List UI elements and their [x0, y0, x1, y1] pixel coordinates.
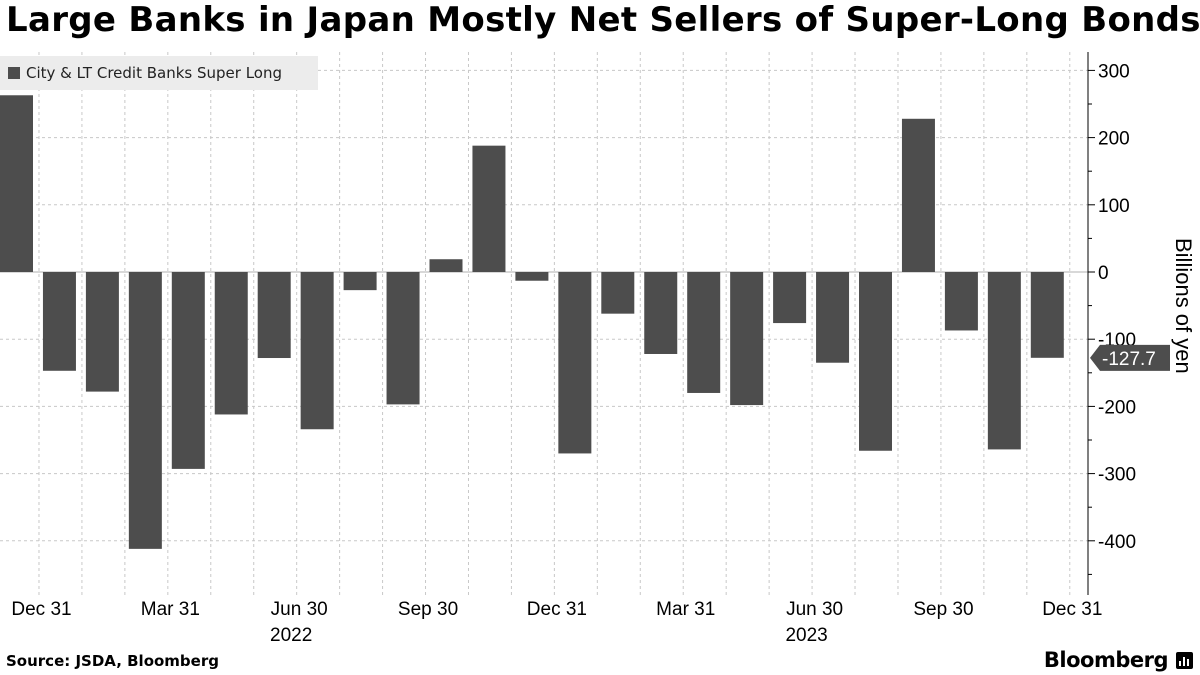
y-tick-label: 100	[1098, 196, 1130, 217]
x-tick-label: Jun 30	[271, 599, 328, 620]
x-tick-label: Dec 31	[11, 599, 71, 620]
bar	[816, 272, 850, 363]
bar	[1030, 272, 1064, 358]
y-tick-label: 0	[1098, 263, 1109, 284]
legend: City & LT Credit Banks Super Long	[0, 56, 318, 90]
y-tick-label: -400	[1098, 532, 1136, 553]
bloomberg-chart-icon	[1176, 652, 1193, 669]
x-tick-label: Mar 31	[141, 599, 200, 620]
x-tick-label: Mar 31	[656, 599, 715, 620]
y-tick-label: 200	[1098, 129, 1130, 150]
x-tick-label: Dec 31	[1042, 599, 1102, 620]
bars	[0, 95, 1064, 549]
bar	[386, 272, 420, 405]
bar	[687, 272, 721, 393]
bar	[300, 272, 334, 430]
bar	[644, 272, 678, 354]
y-axis-title: Billions of yen	[1171, 238, 1196, 374]
chart-title: Large Banks in Japan Mostly Net Sellers …	[6, 0, 1200, 40]
bar	[773, 272, 807, 324]
x-tick-label: Sep 30	[398, 599, 458, 620]
bar	[558, 272, 592, 454]
y-tick-label: 300	[1098, 61, 1130, 82]
bar	[171, 272, 205, 469]
last-value-label: -127.7	[1102, 349, 1156, 370]
x-tick-label: Dec 31	[527, 599, 587, 620]
bar	[0, 95, 33, 272]
bar	[515, 272, 549, 281]
bar	[987, 272, 1021, 450]
x-tick-label: Sep 30	[913, 599, 973, 620]
bar	[214, 272, 248, 415]
bar	[85, 272, 119, 392]
bar	[601, 272, 635, 314]
x-tick-label: Jun 30	[786, 599, 843, 620]
x-year-label: 2023	[785, 625, 827, 646]
bar	[128, 272, 162, 549]
bar	[859, 272, 892, 451]
last-value-callout	[1090, 344, 1170, 371]
bar	[901, 118, 935, 272]
source-note: Source: JSDA, Bloomberg	[6, 652, 219, 670]
bar	[730, 272, 764, 406]
bar	[257, 272, 291, 359]
bar	[42, 272, 76, 371]
bar	[472, 145, 506, 272]
x-axis: Dec 31 Mar 31 Jun 30 Sep 30 Dec 31 Mar 31 Jun …	[11, 599, 1102, 646]
bloomberg-logo: Bloomberg	[1043, 648, 1169, 672]
bar	[429, 259, 463, 272]
bar	[343, 272, 377, 291]
y-tick-label: -300	[1098, 465, 1136, 486]
x-year-label: 2022	[270, 625, 312, 646]
legend-swatch	[8, 67, 20, 79]
y-tick-label: -200	[1098, 397, 1136, 418]
bar	[944, 272, 978, 331]
legend-label: City & LT Credit Banks Super Long	[26, 64, 283, 82]
